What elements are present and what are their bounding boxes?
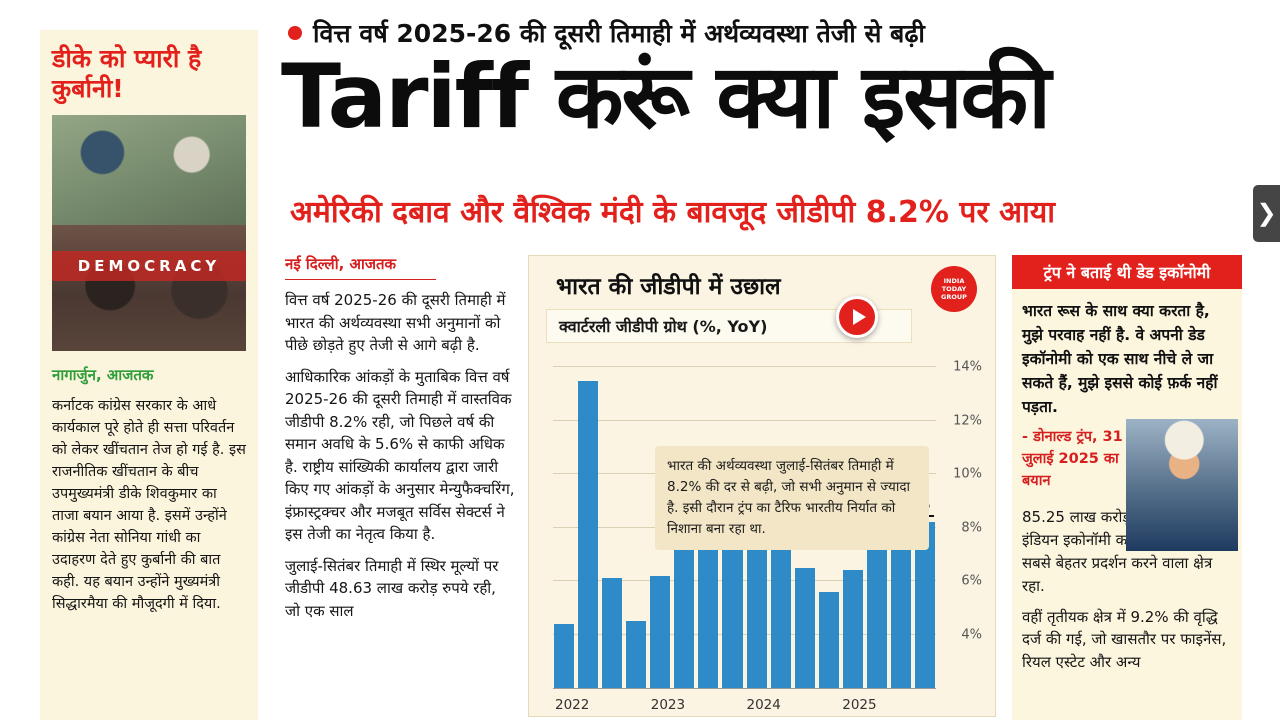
y-tick-label: 14% (953, 359, 982, 375)
gdp-chart-card: भारत की जीडीपी में उछाल INDIA TODAY GROU… (528, 255, 996, 717)
gridline (553, 419, 936, 421)
photo-manmohan-sonia (52, 115, 246, 225)
article-paragraph: जुलाई-सितंबर तिमाही में स्थिर मूल्यों पर… (285, 556, 499, 620)
kicker-bullet-icon (288, 26, 302, 40)
y-tick-label: 6% (961, 573, 982, 589)
chart-bar (866, 543, 887, 688)
chart-annotation: भारत की अर्थव्यवस्था जुलाई-सितंबर तिमाही… (655, 446, 929, 550)
left-sidebar-story: डीके को प्यारी है कुर्बानी! DEMOCRACY ना… (40, 30, 258, 720)
carousel-next-button[interactable]: ❯ (1253, 185, 1280, 242)
photo-donald-trump (1126, 419, 1238, 551)
chart-x-labels: 2022 2023 2024 2025 (553, 697, 936, 713)
sidebar-headline: डीके को प्यारी है कुर्बानी! (52, 44, 202, 103)
x-tick-label: 2023 (650, 697, 686, 713)
x-tick-label: 2024 (746, 697, 781, 713)
photo-banner-text: DEMOCRACY (52, 251, 246, 281)
gridline (553, 366, 936, 368)
kicker: वित्त वर्ष 2025-26 की दूसरी तिमाही में अ… (288, 16, 925, 50)
y-tick-label: 8% (961, 520, 982, 536)
right-column-paragraph: वहीं तृतीयक क्षेत्र में 9.2% की वृद्धि द… (1022, 607, 1227, 672)
kicker-text: वित्त वर्ष 2025-26 की दूसरी तिमाही में अ… (313, 19, 925, 48)
y-tick-label: 10% (953, 466, 982, 482)
article-paragraph: आधिकारिक आंकड़ों के मुताबिक वित्त वर्ष 2… (285, 367, 515, 544)
chart-bar (626, 621, 647, 688)
chart-bar (842, 570, 863, 688)
chart-title: भारत की जीडीपी में उछाल (556, 274, 781, 300)
dateline: नई दिल्ली, आजतक (285, 254, 437, 280)
trump-quote: भारत रूस के साथ क्या करता है, मुझे परवाह… (1022, 302, 1218, 417)
gridline (553, 580, 936, 582)
x-tick-label: 2022 (555, 697, 590, 713)
gridline (553, 633, 936, 635)
sidebar-byline: नागार्जुन, आजतक (52, 366, 154, 384)
quote-attribution: - डोनाल्ड ट्रंप, 31 जुलाई 2025 का बयान (1022, 429, 1123, 489)
x-tick-label: 2025 (842, 697, 877, 713)
main-headline: Tariff करूं क्या इसकी (281, 45, 1051, 148)
chart-bar (914, 522, 935, 688)
chart-plot: भारत की अर्थव्यवस्था जुलाई-सितंबर तिमाही… (553, 346, 982, 713)
chart-bar (650, 575, 671, 688)
y-tick-label: 4% (961, 627, 982, 643)
right-column-header: ट्रंप ने बताई थी डेड इकॉनोमी (1012, 255, 1242, 289)
right-column-story: ट्रंप ने बताई थी डेड इकॉनोमी भारत रूस के… (1012, 255, 1242, 720)
article-paragraph: वित्त वर्ष 2025-26 की दूसरी तिमाही में भ… (285, 291, 506, 354)
india-today-group-logo-icon: INDIA TODAY GROUP (931, 266, 977, 312)
play-video-button[interactable] (836, 296, 878, 338)
article-column: नई दिल्ली, आजतक वित्त वर्ष 2025-26 की दू… (285, 254, 515, 720)
sidebar-body-text: कर्नाटक कांग्रेस सरकार के आधे कार्यकाल प… (52, 398, 246, 613)
chart-bar (602, 578, 623, 688)
chart-subtitle: क्वार्टरली जीडीपी ग्रोथ (%, YoY) (546, 309, 912, 343)
y-tick-label: 12% (953, 413, 982, 429)
chart-bar (890, 533, 911, 688)
chart-bar (554, 623, 575, 688)
photo-dk-shivakumar-siddaramaiah: DEMOCRACY (52, 225, 246, 351)
chart-bar (578, 380, 599, 688)
chart-bar (674, 522, 695, 688)
chart-bar (794, 567, 815, 688)
sub-headline: अमेरिकी दबाव और वैश्विक मंदी के बावजूद ज… (290, 195, 1055, 230)
chart-bar (818, 591, 839, 688)
